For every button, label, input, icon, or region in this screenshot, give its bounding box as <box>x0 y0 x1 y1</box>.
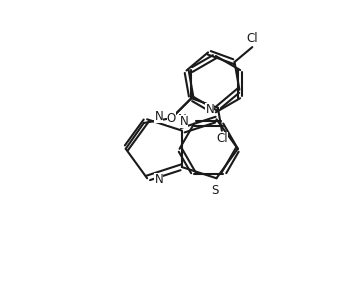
Text: N: N <box>154 173 163 186</box>
Text: Cl: Cl <box>216 132 228 145</box>
Text: N: N <box>205 103 214 116</box>
Text: O: O <box>167 112 176 124</box>
Text: N: N <box>179 115 188 128</box>
Text: S: S <box>211 184 219 197</box>
Text: N: N <box>154 110 163 123</box>
Text: Cl: Cl <box>246 33 258 46</box>
Text: N: N <box>178 113 187 126</box>
